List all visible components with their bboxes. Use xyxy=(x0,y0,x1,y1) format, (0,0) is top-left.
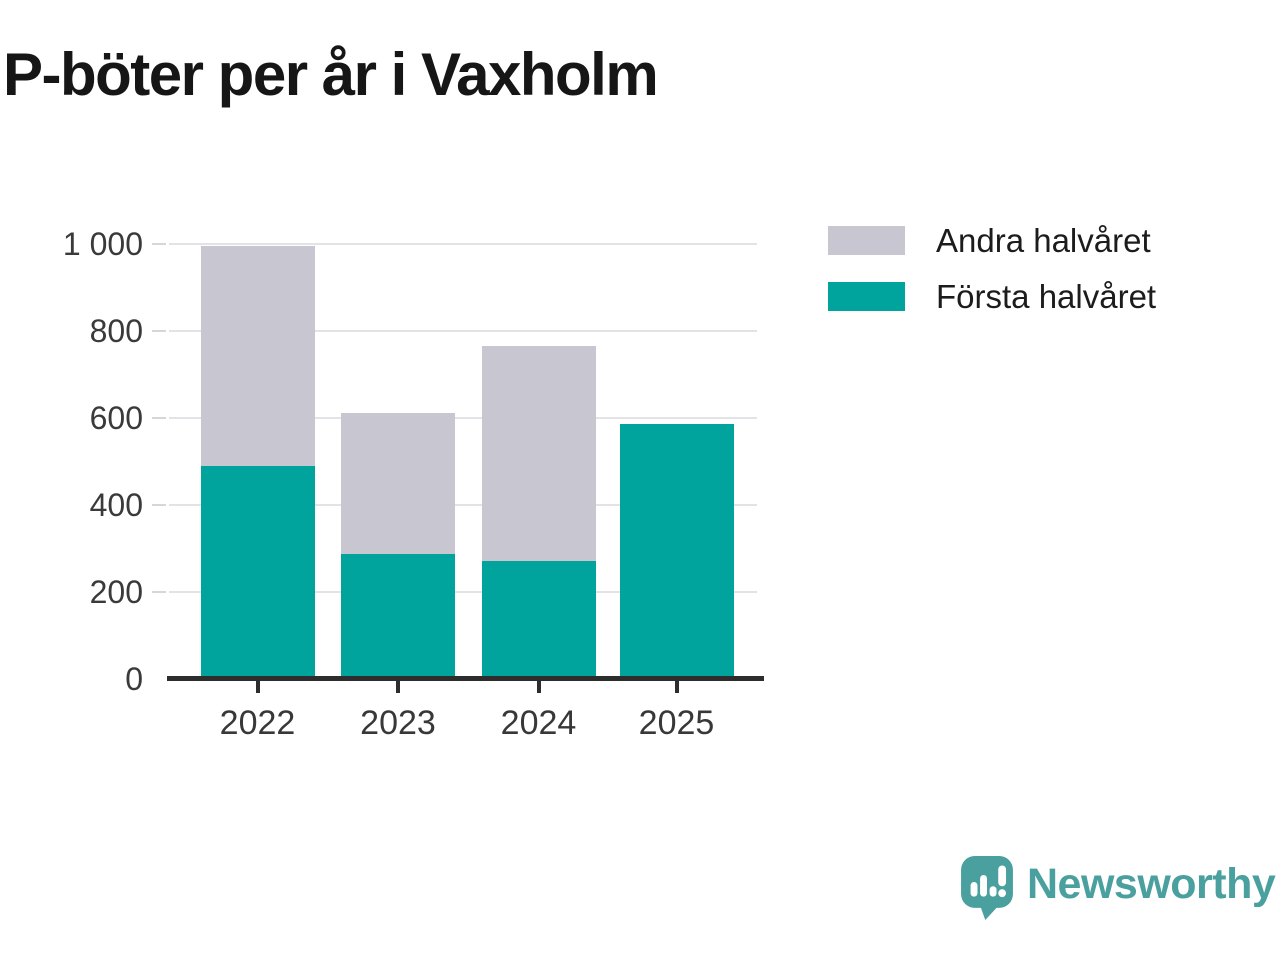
legend-label-forsta: Första halvåret xyxy=(936,277,1157,315)
x-tick-2023 xyxy=(396,681,400,693)
x-axis-label-2022: 2022 xyxy=(219,704,296,742)
y-tick-600 xyxy=(152,416,166,419)
bar-2023-forsta xyxy=(341,553,455,680)
legend-item-andra-halvaret: Andra halvåret xyxy=(828,222,1156,259)
bar-2024-forsta xyxy=(481,560,596,680)
gridline-600 xyxy=(169,416,757,419)
gridline-1000 xyxy=(169,242,757,245)
y-tick-800 xyxy=(152,329,166,332)
chart-title: P-böter per år i Vaxholm xyxy=(3,41,659,108)
legend-swatch-forsta xyxy=(828,282,905,311)
y-axis-label-400: 400 xyxy=(89,487,143,524)
chart-legend: Andra halvåret Första halvåret xyxy=(828,222,1156,334)
bar-2022-forsta xyxy=(200,465,315,680)
x-tick-2024 xyxy=(536,681,541,693)
newsworthy-brand: Newsworthy xyxy=(961,856,1276,920)
x-axis-label-2025: 2025 xyxy=(638,704,715,742)
x-axis-line xyxy=(167,676,764,681)
x-tick-2022 xyxy=(255,681,260,693)
y-tick-200 xyxy=(152,591,166,594)
y-axis-label-800: 800 xyxy=(89,312,143,349)
gridline-200 xyxy=(169,591,757,594)
newsworthy-speech-bubble-chart-icon xyxy=(961,856,1013,920)
legend-swatch-andra xyxy=(828,226,905,255)
x-axis-label-2023: 2023 xyxy=(360,704,436,742)
y-axis-label-600: 600 xyxy=(89,399,143,436)
y-tick-400 xyxy=(152,504,166,507)
y-axis-label-200: 200 xyxy=(89,574,143,611)
bar-2024-andra xyxy=(481,345,596,561)
bar-2025-forsta xyxy=(619,423,734,680)
bar-2022-andra xyxy=(200,245,315,466)
legend-label-andra: Andra halvåret xyxy=(936,221,1151,259)
legend-item-forsta-halvaret: Första halvåret xyxy=(828,278,1156,315)
gridline-800 xyxy=(169,329,757,332)
bar-2023-andra xyxy=(341,412,455,554)
gridline-400 xyxy=(169,504,757,507)
y-axis-label-0: 0 xyxy=(125,661,143,698)
y-tick-1000 xyxy=(152,242,166,245)
x-tick-2025 xyxy=(674,681,679,693)
y-axis-label-1000: 1 000 xyxy=(62,225,143,262)
x-axis-label-2024: 2024 xyxy=(500,704,577,742)
brand-name: Newsworthy xyxy=(1027,859,1276,908)
